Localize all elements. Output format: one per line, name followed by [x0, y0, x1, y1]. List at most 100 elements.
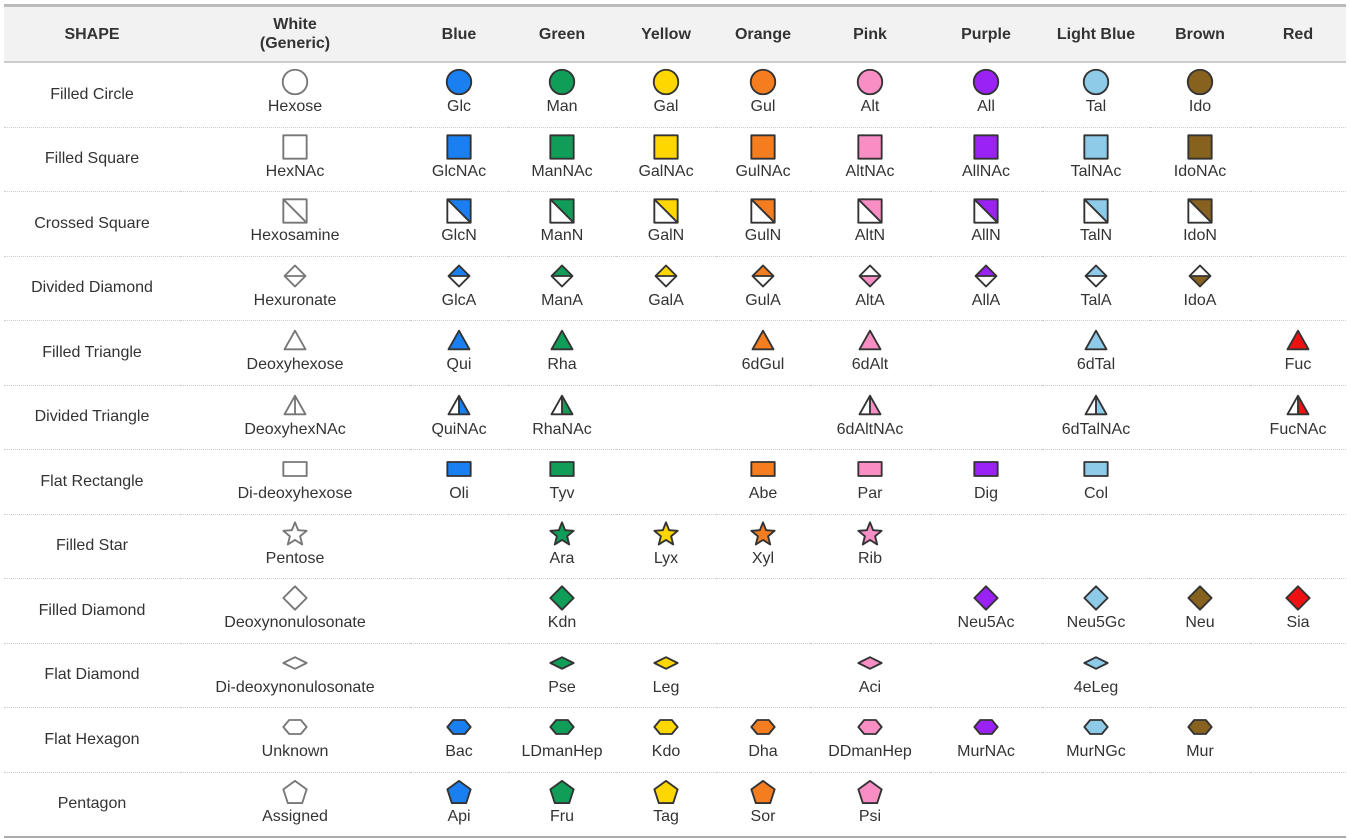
monosaccharide-name: Unknown: [261, 743, 329, 760]
symbol-cell: Bac: [410, 707, 508, 773]
crossed-square-icon: [857, 198, 883, 224]
divided-triangle-icon: [1084, 394, 1108, 415]
header-row: SHAPE White (Generic) Blue Green Yellow Oran…: [4, 4, 1346, 63]
monosaccharide-name: IdoA: [1183, 291, 1217, 309]
crossed-square-icon: [1187, 198, 1213, 224]
symbol-cell: Hexuronate: [180, 256, 410, 321]
symbol-cell: Hexosamine: [180, 191, 410, 257]
monosaccharide-name: Gul: [750, 98, 776, 115]
square-icon: [857, 133, 883, 160]
shape-label: Filled Circle: [4, 62, 180, 128]
monosaccharide-name: Oli: [449, 485, 469, 502]
symbol-cell: Rib: [810, 514, 930, 579]
crossed-square-icon: [1083, 198, 1109, 224]
symbol-cell: MurNAc: [930, 707, 1042, 773]
monosaccharide-name: ManN: [540, 227, 584, 244]
monosaccharide-name: Col: [1083, 485, 1108, 502]
flat-diamond-icon: [549, 655, 575, 670]
triangle-icon: [283, 329, 307, 351]
symbol-cell: [1042, 514, 1150, 579]
header-color-0: White (Generic): [180, 4, 410, 63]
triangle-icon: [1084, 329, 1108, 351]
star-icon: [857, 520, 883, 545]
monosaccharide-name: IdoNAc: [1173, 162, 1227, 180]
monosaccharide-name: Assigned: [262, 807, 328, 825]
monosaccharide-name: Tyv: [549, 485, 575, 502]
monosaccharide-name: All: [977, 98, 995, 115]
monosaccharide-name: TalNAc: [1070, 162, 1122, 180]
diamond-icon: [282, 585, 308, 611]
monosaccharide-name: FucNAc: [1269, 420, 1327, 438]
monosaccharide-name: Hexose: [267, 98, 323, 115]
monosaccharide-name: MurNGc: [1066, 743, 1126, 760]
monosaccharide-name: AllA: [971, 291, 1001, 309]
flat-rectangle-icon: [282, 461, 308, 477]
symbol-cell: Rha: [508, 320, 616, 386]
flat-rectangle-icon: [1083, 461, 1109, 477]
monosaccharide-name: GlcNAc: [431, 162, 487, 180]
symbol-cell: Fru: [508, 772, 616, 838]
table-row: Pentagon Assigned Api Fru Tag Sor Psi: [4, 772, 1346, 838]
monosaccharide-name: Rib: [857, 549, 882, 567]
triangle-icon: [858, 329, 882, 351]
monosaccharide-name: Fru: [550, 807, 574, 825]
symbol-cell: [1250, 62, 1346, 128]
symbol-cell: GalNAc: [616, 127, 716, 192]
divided-triangle-icon: [1286, 394, 1310, 415]
shape-label: Divided Diamond: [4, 256, 180, 321]
symbol-cell: Abe: [716, 449, 810, 515]
symbol-cell: ManA: [508, 256, 616, 321]
monosaccharide-name: HexNAc: [265, 162, 325, 180]
header-color-6: Purple: [930, 4, 1042, 63]
monosaccharide-name: Rha: [547, 356, 577, 373]
symbol-cell: IdoNAc: [1150, 127, 1250, 192]
square-icon: [446, 133, 472, 160]
symbol-cell: [1250, 256, 1346, 321]
pentagon-icon: [750, 779, 776, 804]
symbol-cell: ManN: [508, 191, 616, 257]
symbol-cell: 6dTal: [1042, 320, 1150, 386]
divided-diamond-icon: [1084, 264, 1108, 287]
symbol-cell: [1250, 127, 1346, 192]
symbol-cell: [930, 772, 1042, 838]
divided-triangle-icon: [283, 394, 307, 415]
monosaccharide-name: TalA: [1080, 291, 1112, 309]
flat-hexagon-icon: [1083, 719, 1109, 735]
flat-rectangle-icon: [750, 461, 776, 477]
flat-rectangle-icon: [549, 461, 575, 477]
monosaccharide-name: ManNAc: [531, 162, 593, 180]
circle-icon: [652, 68, 680, 96]
monosaccharide-name: GulNAc: [735, 162, 791, 180]
flat-hexagon-icon: [549, 719, 575, 735]
monosaccharide-name: 6dAltNAc: [836, 420, 904, 438]
table-row: Filled Square HexNAc GlcNAc ManNAc GalNAc Gul…: [4, 127, 1346, 192]
symbol-cell: [616, 385, 716, 450]
symbol-cell: LDmanHep: [508, 707, 616, 773]
symbol-cell: [1150, 643, 1250, 708]
pentagon-icon: [857, 779, 883, 804]
symbol-cell: Dig: [930, 449, 1042, 515]
monosaccharide-name: Neu5Ac: [957, 614, 1015, 631]
circle-icon: [445, 68, 473, 96]
triangle-icon: [751, 329, 775, 351]
monosaccharide-name: Pse: [548, 678, 576, 696]
diamond-icon: [549, 585, 575, 611]
header-color-1: Blue: [410, 4, 508, 63]
table-row: Crossed Square Hexosamine GlcN ManN GalN GulN…: [4, 191, 1346, 257]
symbol-cell: GlcN: [410, 191, 508, 257]
monosaccharide-name: Neu5Gc: [1066, 614, 1126, 631]
shape-label: Filled Diamond: [4, 578, 180, 644]
monosaccharide-name: Leg: [652, 678, 680, 696]
symbol-cell: GlcA: [410, 256, 508, 321]
monosaccharide-name: ManA: [541, 291, 583, 309]
symbol-cell: Kdn: [508, 578, 616, 644]
divided-diamond-icon: [550, 264, 574, 287]
monosaccharide-name: Qui: [446, 356, 472, 373]
divided-triangle-icon: [447, 394, 471, 415]
shape-label: Flat Diamond: [4, 643, 180, 708]
monosaccharide-name: GlcN: [441, 227, 477, 244]
crossed-square-icon: [750, 198, 776, 224]
symbol-cell: Neu5Gc: [1042, 578, 1150, 644]
square-icon: [973, 133, 999, 160]
monosaccharide-name: DeoxyhexNAc: [244, 420, 346, 438]
